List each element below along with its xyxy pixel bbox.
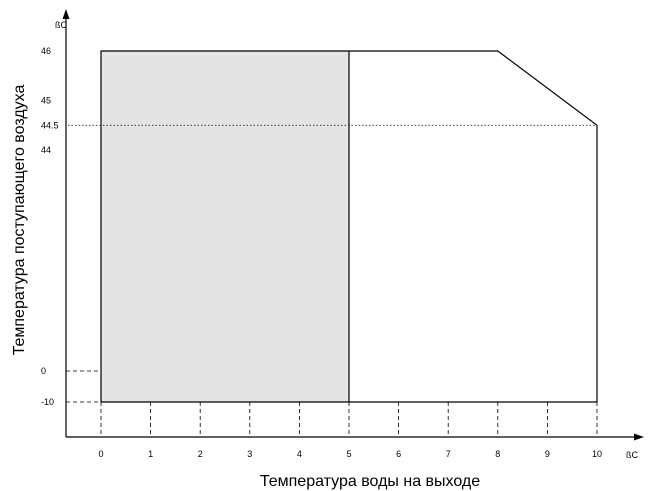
x-tick-label: 4 (297, 449, 302, 459)
y-tick-label: 44 (41, 145, 51, 155)
x-axis-title: Температура воды на выходе (260, 473, 480, 490)
x-tick-label: 2 (198, 449, 203, 459)
x-axis-arrow (634, 433, 644, 441)
y-tick-label: -10 (41, 397, 54, 407)
x-tick-label: 7 (446, 449, 451, 459)
x-tick-label: 5 (346, 449, 351, 459)
x-tick-label: 10 (592, 449, 602, 459)
y-axis-arrow (62, 9, 70, 19)
y-tick-label: 0 (41, 366, 46, 376)
x-tick-label: 6 (396, 449, 401, 459)
y-tick-label: 45 (41, 96, 51, 106)
x-tick-label: 1 (148, 449, 153, 459)
shaded-region (101, 51, 349, 402)
x-tick-label: 9 (545, 449, 550, 459)
x-tick-label: 0 (98, 449, 103, 459)
envelope-outline (100, 50, 598, 403)
y-axis-title: Температура поступающего воздуха (11, 85, 28, 356)
x-tick-label: 8 (495, 449, 500, 459)
y-tick-label: 46 (41, 46, 51, 56)
y-tick-label: 44.5 (41, 120, 59, 130)
x-tick-label: 3 (247, 449, 252, 459)
y-axis-unit: ßC (55, 20, 67, 30)
x-axis-unit: ßC (626, 450, 638, 460)
